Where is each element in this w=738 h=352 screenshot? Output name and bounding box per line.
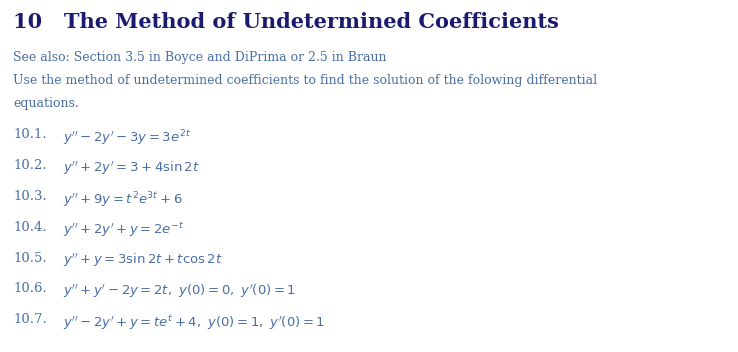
Text: $y'' + 2y' + y = 2e^{-t}$: $y'' + 2y' + y = 2e^{-t}$ (63, 221, 184, 239)
Text: equations.: equations. (13, 97, 79, 110)
Text: $y'' + 9y = t^2e^{3t} + 6$: $y'' + 9y = t^2e^{3t} + 6$ (63, 190, 182, 210)
Text: 10.3.: 10.3. (13, 190, 47, 203)
Text: 10.7.: 10.7. (13, 313, 47, 326)
Text: 10.6.: 10.6. (13, 282, 47, 295)
Text: Use the method of undetermined coefficients to find the solution of the folowing: Use the method of undetermined coefficie… (13, 74, 597, 87)
Text: 10.4.: 10.4. (13, 221, 47, 234)
Text: 10   The Method of Undetermined Coefficients: 10 The Method of Undetermined Coefficien… (13, 12, 559, 32)
Text: 10.5.: 10.5. (13, 252, 47, 265)
Text: $y'' - 2y' - 3y = 3e^{2t}$: $y'' - 2y' - 3y = 3e^{2t}$ (63, 128, 190, 148)
Text: $y'' + 2y' = 3 + 4\sin 2t$: $y'' + 2y' = 3 + 4\sin 2t$ (63, 159, 199, 177)
Text: See also: Section 3.5 in Boyce and DiPrima or 2.5 in Braun: See also: Section 3.5 in Boyce and DiPri… (13, 51, 387, 64)
Text: $y'' + y = 3\sin 2t + t\cos 2t$: $y'' + y = 3\sin 2t + t\cos 2t$ (63, 252, 222, 269)
Text: 10.1.: 10.1. (13, 128, 47, 142)
Text: $y'' + y' - 2y = 2t,\ y(0) = 0,\ y'(0) = 1$: $y'' + y' - 2y = 2t,\ y(0) = 0,\ y'(0) =… (63, 282, 296, 300)
Text: 10.2.: 10.2. (13, 159, 47, 172)
Text: $y'' - 2y' + y = te^{t} + 4,\ y(0) = 1,\ y'(0) = 1$: $y'' - 2y' + y = te^{t} + 4,\ y(0) = 1,\… (63, 313, 325, 332)
